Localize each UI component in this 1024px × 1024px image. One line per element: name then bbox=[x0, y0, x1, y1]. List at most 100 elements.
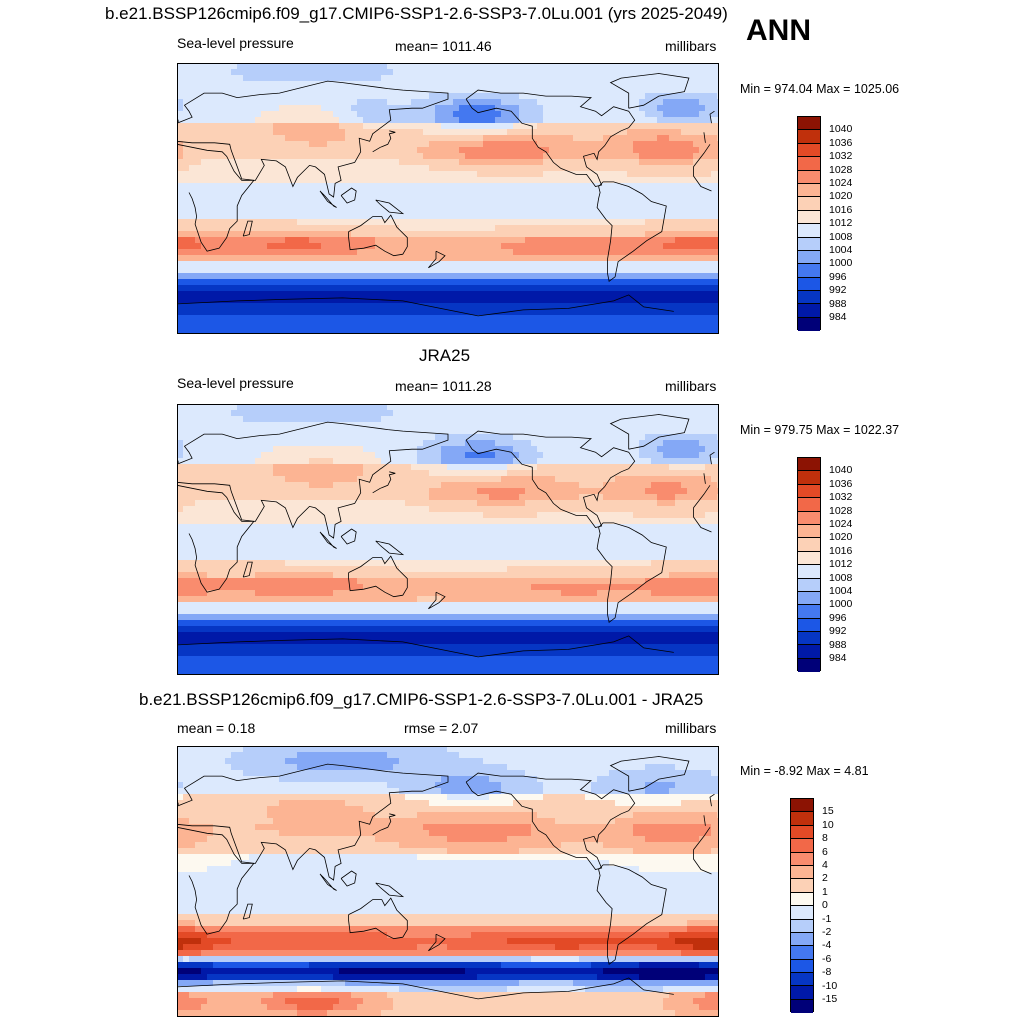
map-cell bbox=[249, 446, 256, 453]
map-cell bbox=[573, 117, 580, 124]
map-cell bbox=[405, 117, 412, 124]
map-cell bbox=[525, 231, 532, 238]
map-cell bbox=[441, 273, 448, 280]
map-cell bbox=[591, 111, 598, 118]
map-cell bbox=[249, 201, 256, 208]
map-cell bbox=[651, 93, 658, 100]
map-cell bbox=[183, 249, 190, 256]
map-cell bbox=[375, 201, 382, 208]
map-cell bbox=[651, 69, 658, 76]
map-cell bbox=[531, 219, 538, 226]
map-cell bbox=[687, 327, 694, 334]
map-cell bbox=[501, 255, 508, 262]
map-cell bbox=[525, 267, 532, 274]
map-cell bbox=[267, 225, 274, 232]
map-cell bbox=[279, 105, 286, 112]
map-cell bbox=[321, 225, 328, 232]
map-cell bbox=[501, 201, 508, 208]
map-cell bbox=[327, 422, 334, 429]
map-cell bbox=[201, 297, 208, 304]
map-cell bbox=[693, 237, 700, 244]
map-cell bbox=[585, 177, 592, 184]
map-cell bbox=[237, 422, 244, 429]
map-cell bbox=[327, 189, 334, 196]
map-cell bbox=[537, 321, 544, 328]
map-cell bbox=[519, 207, 526, 214]
map-cell bbox=[243, 416, 250, 423]
map-cell bbox=[543, 165, 550, 172]
map-cell bbox=[609, 153, 616, 160]
map-cell bbox=[243, 452, 250, 459]
map-cell bbox=[357, 129, 364, 136]
map-cell bbox=[663, 237, 670, 244]
map-cell bbox=[705, 201, 712, 208]
map-cell bbox=[249, 171, 256, 178]
map-cell bbox=[567, 237, 574, 244]
map-cell bbox=[579, 243, 586, 250]
map-cell bbox=[669, 141, 676, 148]
map-cell bbox=[321, 243, 328, 250]
map-cell bbox=[651, 297, 658, 304]
map-cell bbox=[699, 428, 706, 435]
map-cell bbox=[675, 303, 682, 310]
map-cell bbox=[495, 81, 502, 88]
map-cell bbox=[645, 111, 652, 118]
map-cell bbox=[249, 99, 256, 106]
map-cell bbox=[207, 434, 214, 441]
map-cell bbox=[267, 93, 274, 100]
map-cell bbox=[435, 327, 442, 334]
map-cell bbox=[621, 416, 628, 423]
map-cell bbox=[417, 99, 424, 106]
map-cell bbox=[303, 321, 310, 328]
map-cell bbox=[219, 452, 226, 459]
map-cell bbox=[309, 75, 316, 82]
map-cell bbox=[321, 129, 328, 136]
map-cell bbox=[183, 93, 190, 100]
map-cell bbox=[687, 129, 694, 136]
map-cell bbox=[279, 249, 286, 256]
map-cell bbox=[567, 135, 574, 142]
map-cell bbox=[627, 297, 634, 304]
map-cell bbox=[351, 303, 358, 310]
map-cell bbox=[369, 87, 376, 94]
map-cell bbox=[519, 177, 526, 184]
map-cell bbox=[573, 129, 580, 136]
map-cell bbox=[597, 237, 604, 244]
map-cell bbox=[177, 309, 184, 316]
map-cell bbox=[411, 231, 418, 238]
map-cell bbox=[459, 315, 466, 322]
map-cell bbox=[441, 207, 448, 214]
map-cell bbox=[687, 213, 694, 220]
map-cell bbox=[225, 237, 232, 244]
map-cell bbox=[411, 177, 418, 184]
map-cell bbox=[465, 147, 472, 154]
map-cell bbox=[675, 291, 682, 298]
map-cell bbox=[393, 422, 400, 429]
map-cell bbox=[609, 81, 616, 88]
map-cell bbox=[549, 309, 556, 316]
map-cell bbox=[303, 297, 310, 304]
map-cell bbox=[207, 231, 214, 238]
map-cell bbox=[219, 219, 226, 226]
map-cell bbox=[675, 267, 682, 274]
map-cell bbox=[363, 165, 370, 172]
map-cell bbox=[579, 291, 586, 298]
map-cell bbox=[465, 63, 472, 70]
map-cell bbox=[531, 315, 538, 322]
map-cell bbox=[183, 303, 190, 310]
map-cell bbox=[621, 99, 628, 106]
map-cell bbox=[531, 159, 538, 166]
map-cell bbox=[405, 237, 412, 244]
map-cell bbox=[243, 117, 250, 124]
map-cell bbox=[225, 255, 232, 262]
map-cell bbox=[633, 243, 640, 250]
map-cell bbox=[531, 321, 538, 328]
map-cell bbox=[621, 183, 628, 190]
map-cell bbox=[543, 63, 550, 70]
map-cell bbox=[309, 213, 316, 220]
map-cell bbox=[639, 75, 646, 82]
map-cell bbox=[249, 303, 256, 310]
map-cell bbox=[435, 87, 442, 94]
map-cell bbox=[687, 69, 694, 76]
map-cell bbox=[699, 87, 706, 94]
